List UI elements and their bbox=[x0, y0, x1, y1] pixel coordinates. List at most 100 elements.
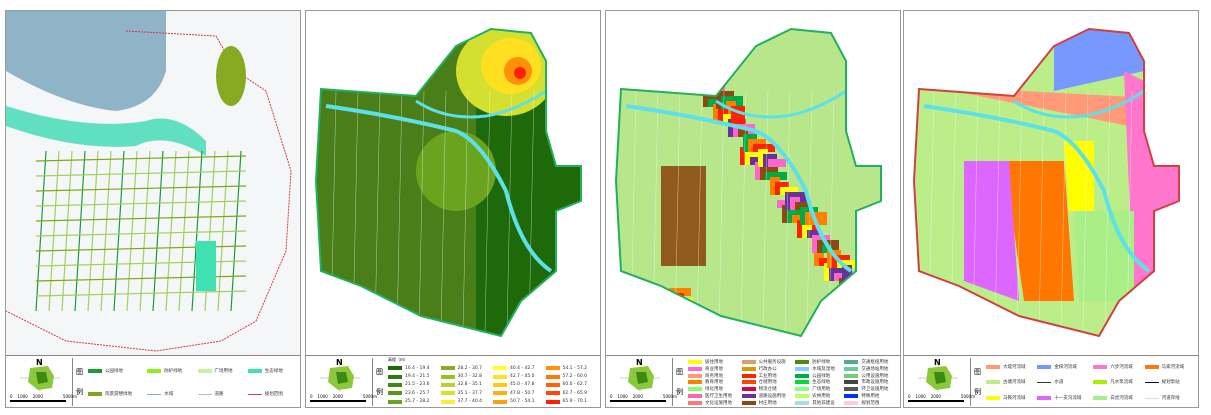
legend-swatch bbox=[388, 366, 402, 371]
legend-item: 生态绿地 bbox=[795, 379, 844, 386]
scale-label: 5000m bbox=[960, 394, 975, 399]
legend-label: 道路设施用地 bbox=[758, 393, 786, 399]
legend-item: 金梓河流域 bbox=[1037, 359, 1093, 375]
legend-swatch bbox=[844, 400, 859, 405]
legend-swatch bbox=[688, 360, 702, 365]
legend-label: 商业用地 bbox=[705, 367, 723, 373]
legend-label: 村庄用地 bbox=[758, 400, 777, 406]
map-panel-land-use: N 0 1000 2000 5000m 图例 居住用地 商业用地 商务用地 教育用地 绿化用地… bbox=[605, 10, 901, 408]
legend-item: 60.0 - 62.7 bbox=[545, 381, 599, 389]
legend-swatch bbox=[741, 380, 756, 385]
legend-label: 防护绿地 bbox=[164, 368, 183, 374]
legend-item: 农林用地 bbox=[795, 393, 844, 400]
legend-item: 防护绿地 bbox=[795, 359, 844, 366]
legend-item: 道路设施用地 bbox=[741, 393, 796, 400]
river bbox=[625, 104, 853, 273]
legend-swatch bbox=[1037, 381, 1052, 383]
legend-item: 水域及湿地 bbox=[795, 366, 844, 373]
legend-heading-char: 例 bbox=[76, 388, 83, 396]
legend-label: 40.4 - 42.7 bbox=[510, 365, 535, 371]
legend-swatch bbox=[247, 393, 262, 395]
locator-map bbox=[918, 364, 958, 392]
legend-swatch bbox=[247, 368, 262, 373]
legend-item: 65.9 - 70.1 bbox=[545, 398, 599, 406]
legend-swatch bbox=[545, 366, 560, 371]
legend-item: 道路 bbox=[197, 383, 248, 407]
legend-swatch bbox=[844, 380, 859, 385]
legend-swatch bbox=[844, 373, 859, 378]
legend-item: 35.1 - 37.7 bbox=[440, 389, 494, 397]
legend-label: 商务用地 bbox=[705, 373, 723, 379]
scale-label: 0 bbox=[908, 394, 911, 399]
legend-heading: 图例 bbox=[376, 362, 386, 402]
legend-swatch bbox=[388, 374, 402, 379]
map-panel-green-space: N 0 1000 2000 5000m 图例 公园绿地 风景游憩绿地 防护绿地 水域 广场用地… bbox=[5, 10, 301, 408]
legend-swatch bbox=[688, 380, 702, 385]
legend-heading-char: 例 bbox=[376, 388, 383, 396]
legend-item: 40.4 - 42.7 bbox=[493, 364, 546, 372]
legend-swatch bbox=[545, 399, 560, 404]
legend-swatch bbox=[197, 393, 212, 395]
legend-label: 六步河流域 bbox=[1110, 364, 1133, 370]
legend-label: 公园绿地 bbox=[812, 373, 831, 379]
legend-swatch bbox=[88, 368, 102, 373]
legend-swatch bbox=[493, 382, 507, 387]
legend-swatch bbox=[688, 367, 702, 372]
legend-label: 交通场站用地 bbox=[861, 367, 889, 373]
scale-label: 0 bbox=[310, 394, 313, 399]
legend-label: 仓储用地 bbox=[758, 380, 777, 386]
legend-item: 57.2 - 60.0 bbox=[545, 372, 599, 380]
legend-swatch bbox=[844, 393, 859, 398]
legend-swatch bbox=[688, 393, 702, 398]
legend-swatch bbox=[844, 367, 859, 372]
legend-swatch bbox=[1093, 364, 1108, 369]
legend-swatch bbox=[440, 391, 455, 396]
legend-item: 马家河流域 bbox=[1144, 359, 1196, 375]
legend-swatch bbox=[688, 373, 702, 378]
map-panel-catchment: N 0 1000 2000 5000m 图例 大堤河流域 古塘河流域 马鞍河流域 金梓河流域… bbox=[903, 10, 1199, 408]
legend-label: 居住用地 bbox=[705, 360, 723, 366]
legend-swatch bbox=[986, 364, 1000, 369]
legend-label: 行政办公 bbox=[758, 367, 777, 373]
legend-item: 30.7 - 32.8 bbox=[440, 372, 494, 380]
legend-item: 工业用地 bbox=[741, 372, 796, 379]
legend-label: 农林用地 bbox=[812, 393, 831, 399]
legend-label: 环卫设施用地 bbox=[861, 387, 889, 393]
legend-item: 居住用地 bbox=[688, 359, 742, 366]
scale-label: 2000 bbox=[332, 394, 343, 399]
legend-item: 19.4 - 21.5 bbox=[388, 372, 441, 380]
legend-swatch bbox=[986, 380, 1000, 385]
legend-item: 交通场站用地 bbox=[844, 366, 898, 373]
legend-label: 水域及湿地 bbox=[812, 367, 835, 373]
legend-swatch bbox=[493, 391, 507, 396]
legend-item: 45.0 - 47.8 bbox=[493, 381, 546, 389]
north-arrow-label: N bbox=[36, 358, 43, 367]
scale-label: 0 bbox=[10, 394, 13, 399]
legend-item: 特殊用地 bbox=[844, 393, 898, 400]
legend-item: 医疗卫生用地 bbox=[688, 393, 742, 400]
legend-label: 公用设施用地 bbox=[861, 373, 889, 379]
legend-item: 行政办公 bbox=[741, 366, 796, 373]
legend-label: 风景游憩绿地 bbox=[105, 392, 132, 398]
legend-label: 19.4 - 21.5 bbox=[405, 374, 430, 380]
legend-swatch bbox=[388, 382, 402, 387]
north-arrow-label: N bbox=[934, 358, 941, 367]
legend-label: 45.0 - 47.8 bbox=[510, 382, 535, 388]
legend-label: 大堤河流域 bbox=[1003, 364, 1026, 370]
scale-label: 1000 bbox=[617, 394, 628, 399]
map-land-use bbox=[614, 27, 882, 338]
legend-label: 65.9 - 70.1 bbox=[562, 399, 588, 405]
legend-label: 25.7 - 28.2 bbox=[405, 399, 430, 405]
legend-label: 马鞍河流域 bbox=[1003, 396, 1026, 402]
legend-label: 16.4 - 19.4 bbox=[405, 365, 430, 371]
legend-item: 其他非建设 bbox=[795, 399, 844, 406]
legend-item: 公园绿地 bbox=[795, 372, 844, 379]
legend-item: 规划范围 bbox=[247, 383, 298, 407]
legend-swatch bbox=[795, 367, 810, 372]
legend-label: 广场用地 bbox=[214, 368, 233, 374]
legend-label: 32.8 - 35.1 bbox=[457, 382, 483, 388]
legend-swatch bbox=[1093, 396, 1108, 401]
legend-label: 教育用地 bbox=[705, 380, 723, 386]
legend-item: 广场用地 bbox=[197, 359, 248, 383]
legend-swatch bbox=[388, 399, 402, 404]
